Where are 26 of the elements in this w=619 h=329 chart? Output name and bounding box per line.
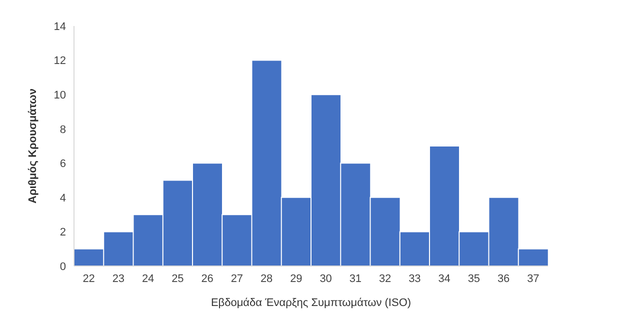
x-tick-label: 33 <box>408 272 421 285</box>
y-tick-label: 12 <box>54 55 66 68</box>
x-tick-label: 37 <box>527 272 540 285</box>
x-tick-label: 36 <box>497 272 510 285</box>
x-tick-label: 26 <box>201 272 214 285</box>
x-tick-label: 31 <box>349 272 362 285</box>
x-axis-title: Εβδομάδα Έναρξης Συμπτωμάτων (ISO) <box>210 297 412 309</box>
x-tick-label: 29 <box>290 272 302 285</box>
x-tick-label: 30 <box>320 272 332 285</box>
y-tick-label: 0 <box>60 260 66 273</box>
x-tick-label: 34 <box>438 272 450 285</box>
y-tick-label: 10 <box>54 89 66 102</box>
x-tick-label: 25 <box>172 272 184 285</box>
x-tick-label: 22 <box>82 272 95 285</box>
x-tick-label: 27 <box>230 272 244 285</box>
y-tick-label: 4 <box>60 192 66 204</box>
y-tick-label: 6 <box>60 158 66 170</box>
x-tick-label: 28 <box>260 272 273 285</box>
x-tick-label: 35 <box>468 272 480 285</box>
y-tick-label: 8 <box>60 124 66 136</box>
x-tick-label: 32 <box>378 272 392 285</box>
y-tick-label: 14 <box>54 20 66 33</box>
x-tick-label: 23 <box>112 272 125 285</box>
y-tick-label: 2 <box>60 226 66 239</box>
y-axis-title: Αριθμός Κρουσμάτων <box>26 88 39 204</box>
x-tick-label: 24 <box>142 272 154 285</box>
